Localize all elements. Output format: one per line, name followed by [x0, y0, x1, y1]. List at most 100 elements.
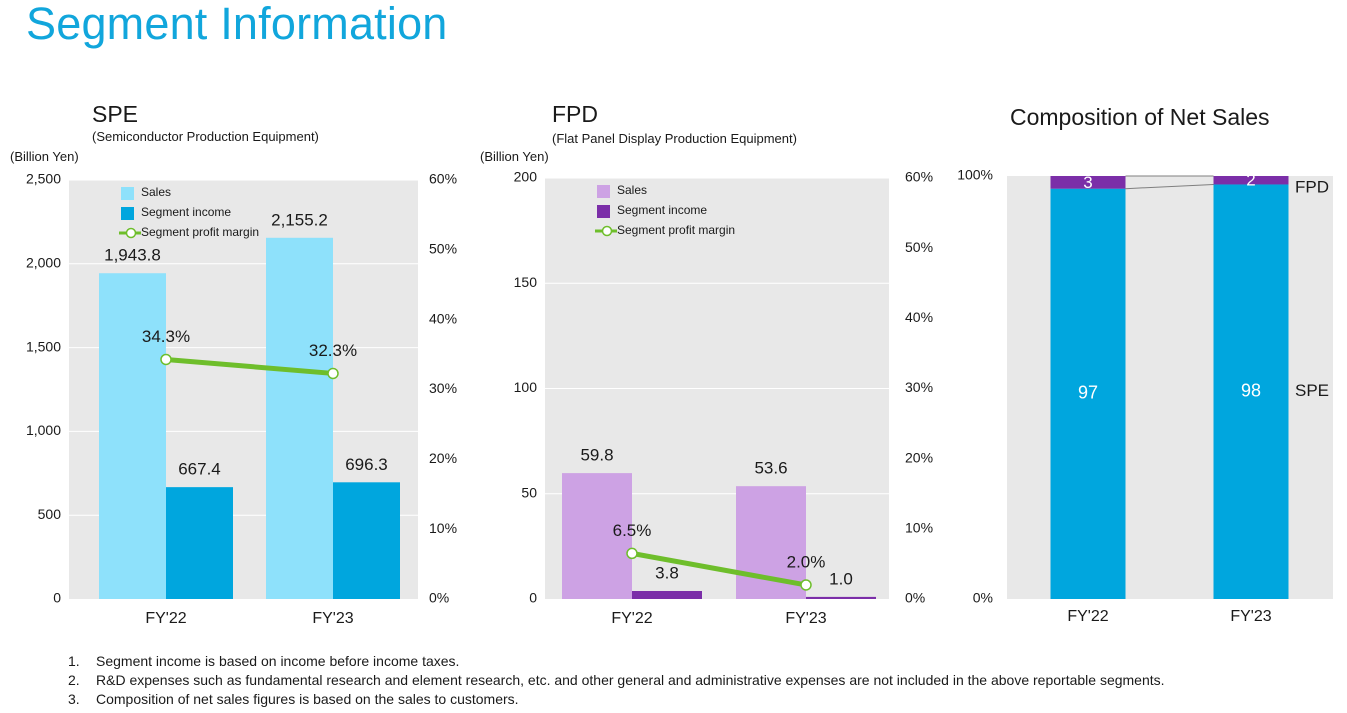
composition-bar-fpd: [1213, 176, 1289, 185]
footnote-number: 1.: [68, 653, 80, 669]
fpd-y2-tick-label: 10%: [905, 520, 933, 536]
fpd-x-tick-label: FY'23: [785, 610, 826, 627]
fpd-legend-label: Segment income: [617, 203, 707, 217]
footnote-number: 2.: [68, 672, 80, 688]
spe-profit-margin-point: [160, 353, 172, 366]
footnote: 2. R&D expenses such as fundamental resea…: [68, 671, 1165, 690]
fpd-profit-margin-label: 2.0%: [787, 552, 826, 571]
spe-y2-tick-label: 50%: [429, 241, 457, 257]
footnote: 1. Segment income is based on income befo…: [68, 652, 1165, 671]
spe-x-tick-label: FY'23: [312, 610, 353, 627]
fpd-legend-label: Sales: [617, 183, 647, 197]
fpd-profit-margin-line: [631, 550, 807, 588]
spe-x-tick-label: FY'22: [145, 610, 186, 627]
fpd-bar-label: 53.6: [754, 459, 787, 478]
spe-y2-tick-label: 40%: [429, 310, 457, 326]
fpd-y-tick-label: 0: [529, 590, 537, 606]
fpd-subtitle: (Flat Panel Display Production Equipment…: [552, 131, 797, 146]
fpd-x-tick-label: FY'22: [611, 610, 652, 627]
fpd-y2-tick-label: 20%: [905, 449, 933, 465]
spe-y-tick-label: 2,000: [26, 255, 61, 271]
fpd-legend-marker: [601, 225, 613, 237]
spe-title: SPE: [92, 101, 139, 127]
fpd-unit-label: (Billion Yen): [480, 149, 549, 164]
composition-connector-line: [1125, 183, 1214, 190]
composition-y-tick-label: 0%: [973, 590, 993, 606]
fpd-bar-segment-income: [806, 596, 876, 599]
spe-bar-label: 1,943.8: [104, 246, 161, 265]
spe-profit-margin-point: [327, 367, 339, 380]
fpd-y2-tick-label: 50%: [905, 239, 933, 255]
spe-subtitle: (Semiconductor Production Equipment): [92, 129, 319, 144]
composition-fpd-value-label: 2: [1246, 171, 1255, 190]
spe-y2-tick-label: 30%: [429, 380, 457, 396]
spe-y2-tick-label: 10%: [429, 520, 457, 536]
spe-y-tick-label: 500: [38, 506, 62, 522]
composition-series-label-fpd: FPD: [1295, 178, 1329, 197]
spe-legend-swatch: [121, 187, 134, 200]
fpd-y2-tick-label: 30%: [905, 379, 933, 395]
spe-bar-sales: [266, 237, 333, 599]
fpd-bar-label: 3.8: [655, 563, 679, 582]
fpd-profit-margin-label: 6.5%: [613, 521, 652, 540]
spe-y-tick-label: 1,500: [26, 338, 61, 354]
footnote-text: Composition of net sales figures is base…: [96, 691, 519, 707]
fpd-y-tick-label: 200: [514, 169, 538, 185]
spe-unit-label: (Billion Yen): [10, 149, 79, 164]
fpd-y-tick-label: 100: [514, 379, 538, 395]
footnote: 3. Composition of net sales figures is ba…: [68, 690, 1165, 709]
footnote-text: R&D expenses such as fundamental researc…: [96, 672, 1165, 688]
fpd-title: FPD: [552, 101, 598, 127]
fpd-bar-sales: [562, 473, 632, 599]
fpd-legend-swatch: [597, 185, 610, 198]
composition-spe-value-label: 98: [1241, 380, 1261, 400]
composition-spe-value-label: 97: [1078, 383, 1098, 403]
composition-bar-fpd: [1050, 176, 1126, 189]
spe-bar-segment-income: [333, 482, 400, 599]
composition-title: Composition of Net Sales: [1010, 104, 1270, 130]
footnotes: 1. Segment income is based on income befo…: [68, 652, 1165, 709]
spe-legend-label: Sales: [141, 185, 171, 199]
composition-bar-spe: [1050, 188, 1126, 599]
spe-y2-tick-label: 0%: [429, 590, 449, 606]
spe-bar-label: 667.4: [178, 460, 221, 479]
spe-profit-margin-label: 32.3%: [309, 341, 357, 360]
spe-bar-label: 696.3: [345, 455, 388, 474]
spe-legend-label: Segment profit margin: [141, 225, 259, 239]
footnote-number: 3.: [68, 691, 80, 707]
spe-y2-tick-label: 20%: [429, 450, 457, 466]
fpd-bar-label: 1.0: [829, 569, 853, 588]
composition-x-tick-label: FY'23: [1230, 608, 1271, 625]
composition-y-tick-label: 100%: [957, 167, 993, 183]
composition-bar-spe: [1213, 184, 1289, 599]
fpd-y2-tick-label: 60%: [905, 169, 933, 185]
fpd-bar-segment-income: [632, 591, 702, 599]
spe-legend-label: Segment income: [141, 205, 231, 219]
spe-y-tick-label: 0: [53, 590, 61, 606]
spe-y-tick-label: 1,000: [26, 422, 61, 438]
fpd-legend-label: Segment profit margin: [617, 223, 735, 237]
spe-profit-margin-label: 34.3%: [142, 327, 190, 346]
composition-fpd-value-label: 3: [1083, 173, 1092, 192]
fpd-y-tick-label: 150: [514, 274, 538, 290]
spe-bar-sales: [99, 273, 166, 599]
spe-y-tick-label: 2,500: [26, 171, 61, 187]
spe-y2-tick-label: 60%: [429, 171, 457, 187]
spe-legend-swatch: [121, 207, 134, 220]
page-title: Segment Information: [26, 0, 448, 49]
fpd-y2-tick-label: 40%: [905, 309, 933, 325]
footnote-text: Segment income is based on income before…: [96, 653, 460, 669]
composition-x-tick-label: FY'22: [1067, 608, 1108, 625]
fpd-y-tick-label: 50: [521, 484, 537, 500]
fpd-legend-swatch: [597, 205, 610, 218]
spe-bar-segment-income: [166, 487, 233, 599]
fpd-bar-label: 59.8: [580, 446, 613, 465]
composition-series-label-spe: SPE: [1295, 381, 1329, 400]
spe-profit-margin-line: [165, 356, 334, 376]
spe-bar-label: 2,155.2: [271, 210, 328, 229]
fpd-profit-margin-point: [800, 579, 812, 591]
spe-legend-marker: [125, 227, 137, 239]
fpd-profit-margin-point: [626, 547, 638, 560]
fpd-y2-tick-label: 0%: [905, 590, 925, 606]
